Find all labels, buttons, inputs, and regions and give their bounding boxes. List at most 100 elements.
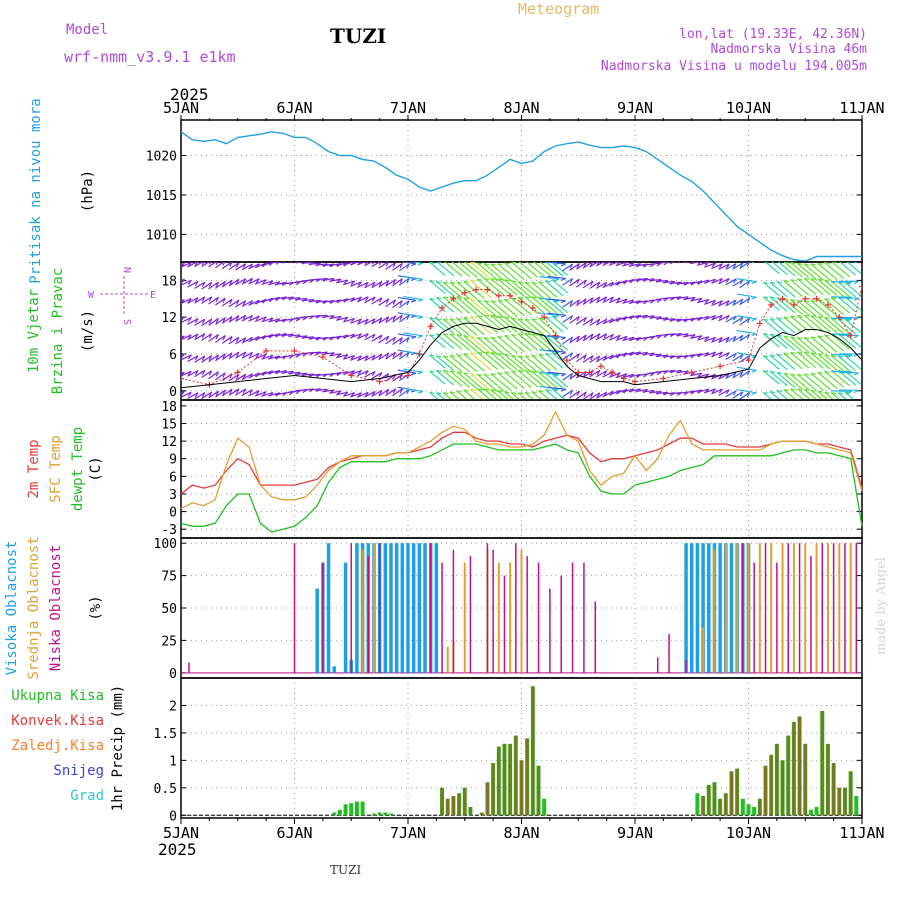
precip-conv-bar xyxy=(798,716,801,815)
panel-4: 00.511.52 xyxy=(154,678,862,824)
cloud-bar-0 xyxy=(315,589,319,673)
precip-total-bar xyxy=(741,799,745,815)
precip-total-bar xyxy=(338,810,342,815)
model-label: Model xyxy=(66,22,108,38)
time-tick-label-top: 10JAN xyxy=(726,99,771,117)
wind-barb-head xyxy=(752,282,757,284)
cloud-label-high: Visoka Oblacnost xyxy=(4,541,20,676)
cloud-bar-0 xyxy=(406,543,410,673)
cloud-bar-2 xyxy=(487,543,489,673)
precip-conv-bar xyxy=(730,771,733,815)
wind-barb-head xyxy=(418,391,423,393)
wind-barb xyxy=(430,262,446,275)
wind-unit-label: (m/s) xyxy=(80,310,96,352)
wind-barb xyxy=(831,261,849,276)
wind-barb-head xyxy=(752,297,757,299)
wind-barb xyxy=(770,392,787,406)
precip-conv-bar xyxy=(843,788,846,815)
wind-barb xyxy=(845,356,861,370)
wind-barb xyxy=(825,262,844,278)
precip-conv-bar xyxy=(509,744,512,815)
cloud-bar-1 xyxy=(362,550,364,673)
ytick-label: 6 xyxy=(169,470,177,485)
time-tick-label-bottom: 11JAN xyxy=(839,824,884,842)
cloud-bar-0 xyxy=(423,543,427,673)
cloud-bar-0 xyxy=(395,543,399,673)
cloud-bar-2 xyxy=(668,634,670,673)
precip-conv-bar xyxy=(775,744,778,815)
ytick-label: 9 xyxy=(169,453,177,468)
ytick-label: 1010 xyxy=(146,228,177,243)
wind-barb xyxy=(545,390,563,405)
time-tick-label-top: 8JAN xyxy=(503,99,539,117)
cloud-bar-0 xyxy=(332,666,336,672)
wind-barb xyxy=(477,300,498,317)
precip-conv-bar xyxy=(849,771,852,815)
wind-barb xyxy=(539,354,557,369)
cloud-bar-1 xyxy=(373,543,375,673)
cloud-bar-1 xyxy=(713,550,715,673)
cloud-bar-2 xyxy=(504,576,506,673)
temp-label-sfc: SFC Temp xyxy=(48,435,64,502)
cloud-bar-2 xyxy=(368,556,370,673)
ytick-label: 12 xyxy=(161,311,177,326)
precip-conv-bar xyxy=(764,766,767,815)
compass-s: S xyxy=(121,319,132,325)
ytick-label: 15 xyxy=(161,417,177,432)
ytick-label: 1020 xyxy=(146,150,177,165)
cloud-bar-1 xyxy=(759,543,761,673)
cloud-bar-0 xyxy=(418,543,422,673)
pressure-unit-label: (hPa) xyxy=(80,170,96,212)
ytick-label: 50 xyxy=(161,602,177,617)
wind-barb xyxy=(539,318,557,333)
wind-barb xyxy=(784,353,803,369)
cloud-bar-1 xyxy=(748,543,750,673)
precip-conv-bar xyxy=(441,788,444,815)
cloud-bar-0 xyxy=(389,543,393,673)
wind-barb xyxy=(511,262,531,279)
cloud-bar-0 xyxy=(684,543,688,673)
cloud-bar-1 xyxy=(702,627,704,672)
wind-barb xyxy=(539,391,557,406)
cloud-bar-2 xyxy=(351,543,353,673)
precip-conv-bar xyxy=(702,796,705,815)
cloud-bar-0 xyxy=(718,543,722,673)
wind-barb-head xyxy=(770,260,775,261)
wind-barb xyxy=(545,281,563,296)
ytick-label: 18 xyxy=(161,400,177,415)
precip-conv-bar xyxy=(531,686,534,815)
time-tick-label-bottom: 6JAN xyxy=(276,824,312,842)
wind-barb xyxy=(777,318,795,333)
precip-conv-bar xyxy=(514,736,517,816)
cloud-bar-2 xyxy=(833,543,835,673)
time-tick-label-top: 9JAN xyxy=(617,99,653,117)
precip-conv-bar xyxy=(804,744,807,815)
cloud-bar-2 xyxy=(560,576,562,673)
temp-label-2m: 2m Temp xyxy=(26,439,42,498)
time-tick-label-bottom: 10JAN xyxy=(726,824,771,842)
wind-barb xyxy=(436,298,453,313)
cloud-bar-1 xyxy=(509,563,511,673)
wind-barb xyxy=(825,371,844,387)
time-tick-label-bottom: 7JAN xyxy=(390,824,426,842)
wind-barb-head xyxy=(752,393,757,395)
cloud-bar-1 xyxy=(838,543,840,673)
cloud-bar-2 xyxy=(742,543,744,673)
wind-barb xyxy=(552,316,568,329)
precip-conv-bar xyxy=(758,799,761,815)
ytick-label: 3 xyxy=(169,488,177,503)
coords-label: lon,lat (19.33E, 42.36N) xyxy=(679,27,867,42)
wind-barb-head xyxy=(418,263,423,265)
wind-barb-head xyxy=(752,319,757,321)
precip-conv-bar xyxy=(463,788,466,815)
station-title: TUZI xyxy=(330,24,386,48)
wind-barb-head xyxy=(443,260,448,261)
precip-total-bar xyxy=(361,802,365,816)
precip-conv-bar xyxy=(520,760,523,815)
cloud-bar-1 xyxy=(498,563,500,673)
cloud-unit-label: (%) xyxy=(88,595,104,620)
cloud-bar-0 xyxy=(344,563,348,673)
cloud-bar-0 xyxy=(412,543,416,673)
wind-barb xyxy=(777,282,795,297)
cloud-bar-1 xyxy=(782,543,784,673)
